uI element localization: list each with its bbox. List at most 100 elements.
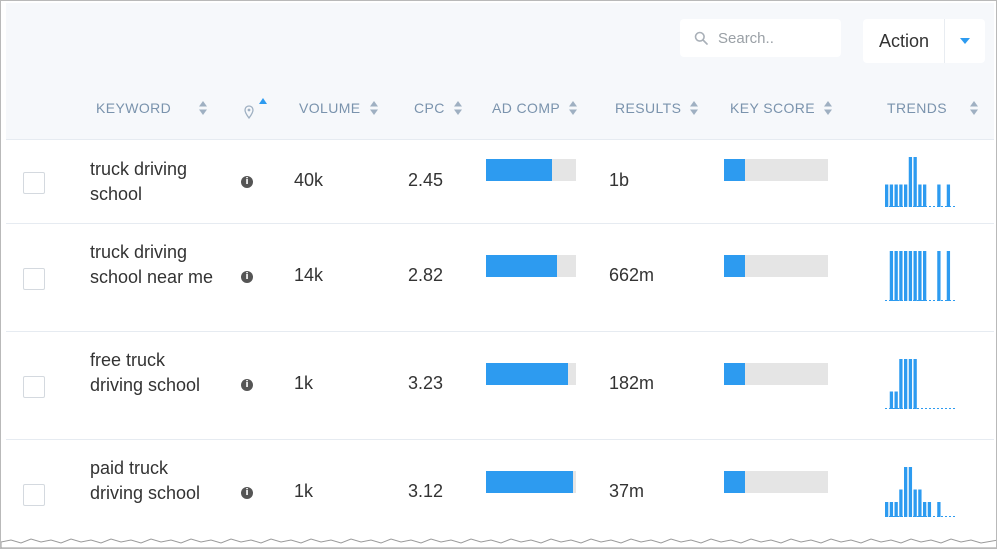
trend-bar: [899, 251, 903, 301]
column-header-ad-comp[interactable]: AD COMP: [492, 75, 578, 140]
trend-bar: [946, 184, 951, 207]
trend-bar: [927, 502, 932, 517]
action-button-label: Action: [879, 30, 930, 51]
key-score-bar-fill: [724, 255, 745, 277]
trend-bar: [923, 502, 927, 517]
trend-bar: [908, 467, 913, 517]
sort-arrows-icon[interactable]: [689, 100, 699, 116]
ad-comp-bar: [486, 159, 576, 181]
trend-bar: [894, 251, 898, 301]
volume-cell: 14k: [294, 265, 324, 285]
trend-bar: [937, 184, 941, 207]
sort-arrows-icon[interactable]: [198, 100, 208, 116]
key-score-bar: [724, 255, 828, 277]
trend-bar: [937, 502, 941, 517]
table-row: paid truck driving school i 1k 3.12 37m: [6, 440, 994, 548]
ad-comp-bar-fill: [486, 363, 568, 385]
trend-bar: [923, 251, 927, 301]
trend-sparkline: [885, 251, 955, 301]
column-header-volume[interactable]: VOLUME: [299, 75, 379, 140]
column-header-keyword[interactable]: KEYWORD: [96, 75, 208, 140]
volume-cell: 1k: [294, 481, 314, 501]
trend-bar: [946, 251, 951, 301]
results-cell: 37m: [609, 481, 645, 501]
sort-arrows-icon[interactable]: [453, 100, 463, 116]
cpc-cell: 2.82: [408, 265, 444, 285]
column-header-cpc[interactable]: CPC: [414, 75, 463, 140]
info-icon[interactable]: i: [241, 176, 253, 188]
keyword-cell[interactable]: free truck driving school: [90, 350, 201, 395]
keyword-cell[interactable]: paid truck driving school: [90, 458, 201, 503]
ad-comp-bar-fill: [486, 159, 552, 181]
key-score-bar-fill: [724, 471, 745, 493]
column-header-results[interactable]: RESULTS: [615, 75, 699, 140]
row-checkbox[interactable]: [23, 172, 45, 194]
trend-bar: [889, 502, 894, 517]
info-icon[interactable]: i: [241, 379, 253, 391]
keyword-cell[interactable]: truck driving school near me: [90, 242, 214, 287]
key-score-bar: [724, 363, 828, 385]
volume-cell: 40k: [294, 170, 324, 190]
search-box[interactable]: [680, 19, 841, 57]
ad-comp-bar-fill: [486, 255, 558, 277]
ad-comp-bar: [486, 255, 576, 277]
toolbar: [6, 3, 994, 75]
key-score-bar-fill: [724, 363, 745, 385]
trend-bar: [894, 184, 898, 207]
trend-sparkline: [885, 157, 955, 207]
trend-bar: [937, 251, 941, 301]
action-divider: [944, 19, 945, 63]
trend-bar: [913, 489, 917, 517]
column-header-key-score[interactable]: KEY SCORE: [730, 75, 833, 140]
sort-arrows-icon[interactable]: [369, 100, 379, 116]
table-header: KEYWORD VOLUME CPC AD C: [6, 75, 994, 140]
ad-comp-bar-fill: [486, 471, 574, 493]
trend-bar: [923, 184, 927, 207]
column-header-location[interactable]: [244, 75, 268, 140]
trend-bar: [918, 489, 922, 517]
sort-arrows-icon[interactable]: [969, 100, 979, 116]
search-input[interactable]: [718, 29, 828, 47]
trend-bar: [918, 184, 922, 207]
table-row: truck driving school i 40k 2.45 1b: [6, 141, 994, 224]
search-icon: [694, 31, 708, 45]
row-checkbox[interactable]: [23, 376, 45, 398]
location-pin-icon: [244, 104, 254, 119]
trend-bar: [885, 502, 889, 517]
column-cpc-label: CPC: [414, 99, 445, 116]
row-checkbox[interactable]: [23, 484, 45, 506]
info-icon[interactable]: i: [241, 271, 253, 283]
sort-arrows-icon[interactable]: [823, 100, 833, 116]
key-score-bar-fill: [724, 159, 745, 181]
trend-bar: [908, 157, 913, 207]
column-trends-label: TRENDS: [887, 99, 947, 116]
keyword-cell[interactable]: truck driving school: [90, 159, 188, 204]
trend-bar: [913, 251, 917, 301]
row-checkbox[interactable]: [23, 268, 45, 290]
trend-bar: [913, 359, 917, 409]
sort-arrows-icon[interactable]: [568, 100, 578, 116]
trend-bar: [894, 391, 898, 409]
trend-bar: [899, 184, 903, 207]
column-results-label: RESULTS: [615, 99, 682, 116]
trend-bar: [899, 489, 903, 517]
trend-bar: [908, 251, 913, 301]
column-header-trends[interactable]: TRENDS: [887, 75, 979, 140]
trend-bar: [904, 467, 908, 517]
trend-bar: [913, 157, 917, 207]
trend-bar: [889, 184, 894, 207]
trend-bar: [885, 184, 889, 207]
results-cell: 1b: [609, 170, 630, 190]
trend-sparkline: [885, 467, 955, 517]
action-dropdown[interactable]: Action: [863, 19, 985, 63]
column-volume-label: VOLUME: [299, 99, 361, 116]
ad-comp-bar: [486, 363, 576, 385]
sort-ascending-icon[interactable]: [258, 97, 268, 105]
column-ad-comp-label: AD COMP: [492, 99, 561, 116]
key-score-bar: [724, 471, 828, 493]
trend-bar: [904, 184, 908, 207]
info-icon[interactable]: i: [241, 487, 253, 499]
caret-down-icon[interactable]: [945, 19, 985, 63]
column-keyword-label: KEYWORD: [96, 99, 172, 116]
